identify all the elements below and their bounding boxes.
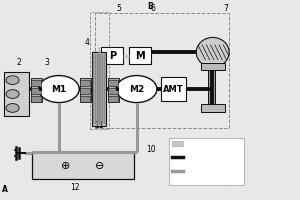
Bar [92,52,106,126]
Bar [101,47,123,64]
Text: B: B [147,2,153,11]
Text: M: M [135,51,145,61]
Bar [108,96,118,102]
Circle shape [6,90,19,98]
Bar [80,96,90,102]
Text: 8: 8 [225,179,230,188]
Bar [97,54,98,124]
Text: 2: 2 [16,58,21,67]
Bar [128,47,151,64]
Bar [80,78,91,102]
Text: 液压连接: 液压连接 [184,141,199,146]
Ellipse shape [196,37,229,67]
Bar [172,141,183,146]
Bar [98,54,100,124]
Bar [201,104,225,112]
Bar [80,88,90,94]
Bar [31,88,41,94]
Text: M1: M1 [51,85,67,94]
Text: 12: 12 [70,183,80,192]
Circle shape [6,76,19,85]
Text: M2: M2 [129,85,144,94]
Text: 4: 4 [85,38,90,47]
Circle shape [116,76,157,103]
Text: 3: 3 [44,58,50,67]
Text: A: A [2,185,8,194]
Text: 10: 10 [147,145,156,154]
Bar [201,63,225,70]
Text: 电气连接: 电气连接 [184,168,199,174]
Text: ⊕: ⊕ [61,161,70,171]
Text: 6: 6 [151,4,155,13]
Text: 11: 11 [94,121,104,130]
Circle shape [6,104,19,112]
Bar [90,12,109,129]
Bar [161,77,186,101]
Bar [108,78,119,102]
Bar [80,80,90,86]
Circle shape [39,76,79,103]
Text: 9: 9 [177,145,182,154]
Bar [208,63,215,112]
Bar [93,54,94,124]
Bar [169,138,244,185]
Bar [108,80,118,86]
Text: P: P [109,51,116,61]
Bar [31,96,41,102]
Text: 5: 5 [116,4,121,13]
Bar [108,88,118,94]
Bar [31,80,41,86]
Bar [95,13,230,128]
Bar [31,78,42,102]
Bar [100,54,101,124]
Text: 7: 7 [224,4,229,13]
Text: ⊖: ⊖ [95,161,105,171]
Bar [103,54,105,124]
Text: 机械连接: 机械连接 [184,154,199,160]
Bar [4,72,29,116]
Bar [32,152,134,179]
Bar [102,54,103,124]
Text: AMT: AMT [163,85,184,94]
Bar [95,54,96,124]
